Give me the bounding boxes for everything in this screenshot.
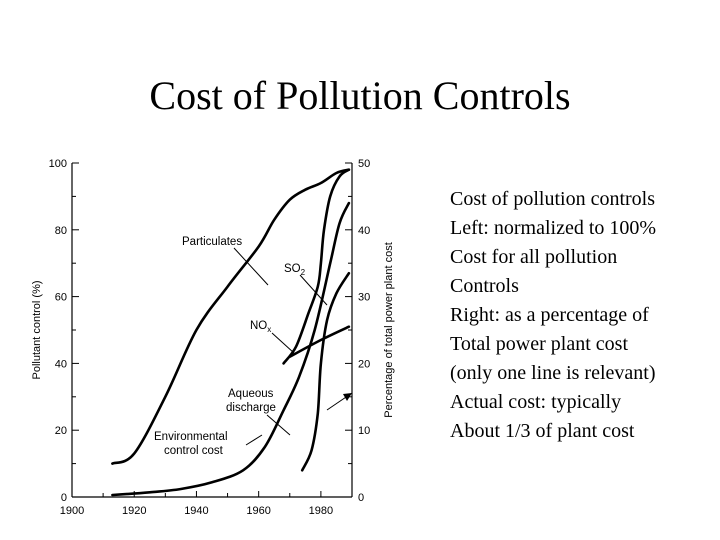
series-line-nox [288,325,351,358]
series-line-particulates [111,168,351,465]
x-tick-label: 1940 [184,505,208,517]
callout-leader-aqueous [266,414,291,436]
label-aqueous-line2: discharge [226,402,276,414]
callout-leader-so2 [299,274,328,306]
note-line: Right: as a percentage of [450,304,649,326]
y2-tick-label: 50 [358,158,370,170]
callout-leader-env-cost [245,434,263,446]
y2-tick-label: 30 [358,292,370,304]
y-tick-label: 60 [55,292,67,304]
chart-ticks: 0 20 40 60 80 100 0 10 20 30 40 50 1900 1920 1940 1960 1… [49,158,371,517]
series-line-so2 [282,168,351,365]
y-tick-label: 100 [49,158,67,170]
series-line-environmental-control-cost [111,201,351,497]
label-so2: SO2 [284,263,306,277]
note-line: Left: normalized to 100% [450,217,657,239]
x-tick-label: 1920 [122,505,146,517]
y-tick-label: 80 [55,225,67,237]
y2-tick-label: 20 [358,358,370,370]
y2-tick-label: 10 [358,425,370,437]
pollution-control-chart: 0 20 40 60 80 100 0 10 20 30 40 50 1900 1920 1940 1960 1… [22,145,407,525]
y2-tick-label: 0 [358,492,364,504]
label-nox: NOx [250,320,271,334]
slide-notes: Cost of pollution controls Left: normali… [450,185,715,446]
label-env-cost-line1: Environmental [154,431,228,443]
label-aqueous-line1: Aqueous [228,388,274,400]
callout-leader-nox [271,332,295,354]
note-line: Cost of pollution controls [450,188,655,210]
callout-leader-particulates [233,247,269,286]
x-tick-label: 1960 [246,505,270,517]
label-env-cost-line2: control cost [164,445,224,457]
chart-callouts [233,247,353,446]
label-particulates: Particulates [182,236,242,248]
x-tick-label: 1980 [309,505,333,517]
y-tick-label: 40 [55,358,67,370]
y2-tick-label: 40 [358,225,370,237]
note-line: Actual cost: typically [450,391,622,413]
chart-svg: 0 20 40 60 80 100 0 10 20 30 40 50 1900 1920 1940 1960 1… [31,158,395,517]
y-tick-label: 20 [55,425,67,437]
series-line-aqueous-discharge [300,271,351,472]
chart-series-lines [111,168,351,497]
note-line: Total power plant cost [450,333,628,355]
note-line: Cost for all pollution [450,246,618,268]
y2-axis-label: Percentage of total power plant cost [383,242,395,418]
callout-arrowhead [343,393,352,401]
y-tick-label: 0 [61,492,67,504]
x-tick-label: 1900 [60,505,84,517]
note-line: About 1/3 of plant cost [450,420,635,442]
slide-title: Cost of Pollution Controls [149,73,571,118]
y-axis-label: Pollutant control (%) [31,280,43,379]
note-line: Controls [450,275,519,297]
note-line: (only one line is relevant) [450,362,656,384]
